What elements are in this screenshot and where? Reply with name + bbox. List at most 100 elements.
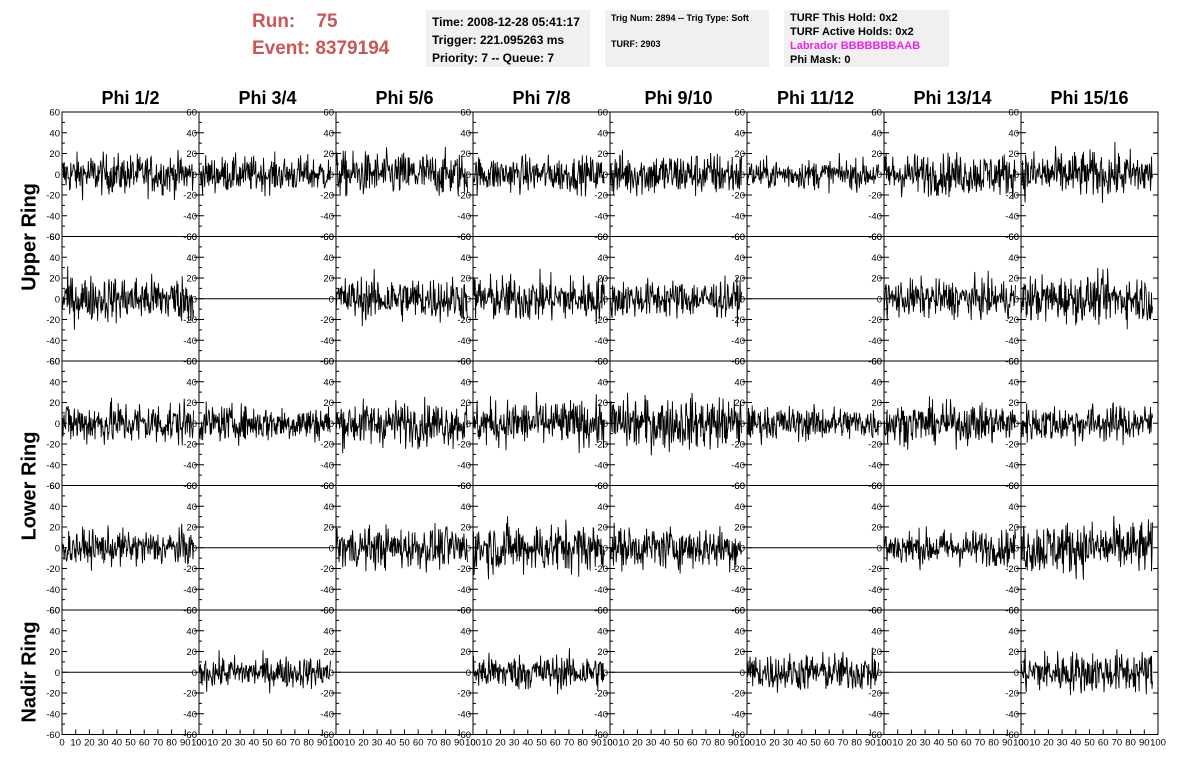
- xtick-label: 20: [769, 738, 780, 749]
- time-info-box: Time: 2008-12-28 05:41:17 Trigger: 221.0…: [426, 10, 590, 67]
- trace-waveform: [61, 397, 194, 446]
- column-title-4: Phi 7/8: [512, 88, 571, 108]
- ytick-label: 0: [329, 543, 334, 554]
- xtick-label: 0: [333, 738, 338, 749]
- ytick-label: 40: [49, 253, 60, 264]
- xtick-label: 90: [865, 738, 876, 749]
- ytick-label: 60: [460, 606, 471, 617]
- ytick-label: 40: [49, 502, 60, 513]
- ytick-label: 40: [186, 128, 197, 139]
- trace-waveform: [335, 146, 468, 197]
- xtick-label: 70: [1112, 738, 1123, 749]
- trace-waveform: [472, 153, 605, 197]
- ytick-label: -60: [731, 481, 745, 492]
- xtick-label: 50: [673, 738, 684, 749]
- xtick-label: 100: [1013, 738, 1029, 749]
- run-event-box: Run: 75 Event: 8379194: [252, 8, 422, 62]
- trace-waveform: [61, 266, 194, 330]
- ytick-label: 60: [871, 232, 882, 243]
- ytick-label: 40: [186, 626, 197, 637]
- ytick-label: 20: [460, 149, 471, 160]
- ytick-label: 40: [1008, 128, 1019, 139]
- ytick-label: 40: [1008, 377, 1019, 388]
- ytick-label: -40: [1005, 709, 1019, 720]
- xtick-label: 100: [739, 738, 755, 749]
- ytick-label: -20: [46, 191, 60, 202]
- ytick-label: 60: [323, 108, 334, 119]
- xtick-label: 20: [906, 738, 917, 749]
- ytick-label: 20: [49, 647, 60, 658]
- event-value: 8379194: [315, 38, 390, 59]
- ytick-label: -60: [868, 730, 882, 741]
- ytick-label: -20: [1005, 315, 1019, 326]
- ytick-label: -60: [183, 481, 197, 492]
- ytick-label: 60: [597, 481, 608, 492]
- ytick-label: -40: [46, 585, 60, 596]
- xtick-label: 100: [1150, 738, 1166, 749]
- ytick-label: 0: [740, 294, 745, 305]
- ytick-label: -60: [320, 606, 334, 617]
- xtick-label: 10: [70, 738, 81, 749]
- ytick-label: -40: [1005, 460, 1019, 471]
- xtick-label: 60: [687, 738, 698, 749]
- ytick-label: 20: [186, 523, 197, 534]
- event-line: Event: 8379194: [252, 35, 422, 62]
- xtick-label: 70: [290, 738, 301, 749]
- ytick-label: 0: [329, 294, 334, 305]
- trace-waveform: [472, 268, 605, 324]
- ytick-label: 0: [1014, 170, 1019, 181]
- ytick-label: 0: [192, 170, 197, 181]
- xtick-label: 40: [386, 738, 397, 749]
- ytick-label: 40: [460, 502, 471, 513]
- ytick-label: 60: [1008, 606, 1019, 617]
- ytick-label: 20: [186, 274, 197, 285]
- ytick-label: -20: [457, 191, 471, 202]
- ytick-label: 0: [603, 419, 608, 430]
- ytick-label: 20: [871, 398, 882, 409]
- xtick-label: 90: [1002, 738, 1013, 749]
- ytick-label: -60: [46, 232, 60, 243]
- ytick-label: -40: [46, 336, 60, 347]
- ytick-label: 60: [323, 606, 334, 617]
- xtick-label: 10: [481, 738, 492, 749]
- ytick-label: 40: [734, 128, 745, 139]
- ytick-label: 20: [460, 523, 471, 534]
- ytick-label: -40: [183, 585, 197, 596]
- ytick-label: 20: [1008, 647, 1019, 658]
- xtick-label: 70: [701, 738, 712, 749]
- trace-waveform: [609, 392, 742, 456]
- ytick-label: -20: [183, 191, 197, 202]
- trace-waveform: [883, 526, 1016, 571]
- xtick-label: 30: [98, 738, 109, 749]
- time-text: Time: 2008-12-28 05:41:17: [432, 15, 580, 29]
- xtick-label: 60: [824, 738, 835, 749]
- turf-hold-text: TURF This Hold: 0x2: [790, 12, 898, 24]
- ytick-label: 60: [186, 606, 197, 617]
- ytick-label: 60: [1008, 481, 1019, 492]
- ytick-label: -20: [183, 564, 197, 575]
- ytick-label: 20: [1008, 398, 1019, 409]
- xtick-label: 50: [125, 738, 136, 749]
- trace-waveform: [746, 404, 879, 446]
- ytick-label: 60: [734, 481, 745, 492]
- ytick-label: 40: [186, 377, 197, 388]
- trace-waveform: [335, 396, 468, 454]
- trace-waveform: [335, 522, 468, 573]
- ytick-label: -40: [320, 336, 334, 347]
- ytick-label: 40: [186, 253, 197, 264]
- trace-waveform: [883, 152, 1016, 200]
- ytick-label: -60: [457, 481, 471, 492]
- ytick-label: 40: [734, 377, 745, 388]
- ytick-label: 0: [466, 543, 471, 554]
- trace-waveform: [883, 270, 1016, 321]
- xtick-label: 40: [1071, 738, 1082, 749]
- ytick-label: -20: [594, 191, 608, 202]
- ytick-label: 60: [871, 357, 882, 368]
- xtick-label: 30: [235, 738, 246, 749]
- xtick-label: 90: [454, 738, 465, 749]
- ytick-label: 20: [597, 523, 608, 534]
- ytick-label: 20: [49, 149, 60, 160]
- ytick-label: 40: [734, 502, 745, 513]
- ytick-label: -60: [868, 481, 882, 492]
